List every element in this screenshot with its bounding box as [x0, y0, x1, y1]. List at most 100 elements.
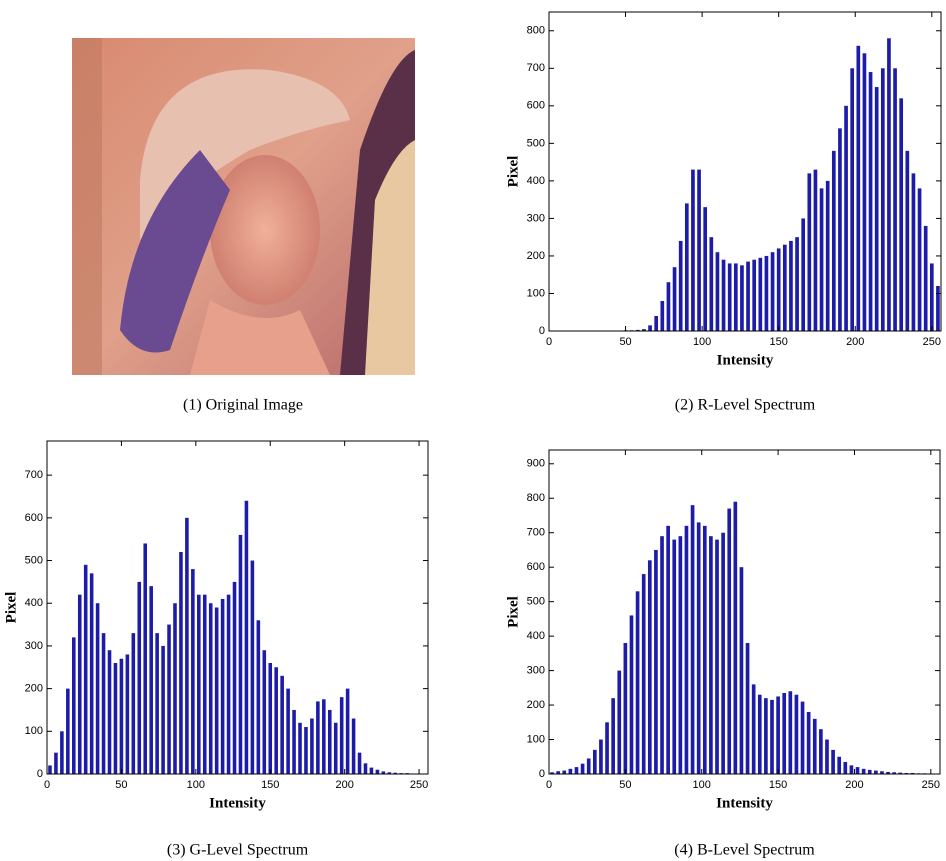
bar: [874, 770, 878, 774]
bar: [812, 718, 817, 774]
y-tick-label: 500: [527, 137, 545, 149]
bar: [770, 699, 774, 774]
bar: [605, 722, 609, 774]
bar: [709, 237, 714, 331]
bar: [550, 772, 554, 774]
x-tick-label: 100: [693, 779, 711, 791]
y-tick-label: 0: [37, 768, 43, 780]
bar: [185, 517, 189, 774]
bar: [801, 218, 806, 331]
chart-caption: (3) G-Level Spectrum: [167, 842, 309, 859]
x-tick-label: 200: [846, 336, 864, 348]
bar: [887, 38, 891, 331]
bar: [917, 188, 922, 331]
histogram: 0 50 100 150 200 250 0 100 200 300 400 500 600 700 Int…: [3, 440, 429, 859]
bar: [776, 248, 781, 331]
bar: [369, 767, 374, 774]
bar: [113, 663, 118, 774]
bar: [923, 225, 928, 331]
x-axis-label: Intensity: [717, 352, 774, 368]
bar: [733, 263, 738, 331]
bar: [684, 525, 689, 774]
bar: [800, 701, 805, 774]
x-tick-label: 0: [44, 779, 50, 791]
bar: [855, 767, 860, 774]
bar: [167, 624, 171, 774]
bar: [849, 765, 854, 774]
histogram: 0 50 100 150 200 250 0 100 200 300 400 500 600 700 800…: [505, 11, 942, 414]
y-tick-label: 400: [527, 630, 545, 642]
bar: [703, 207, 708, 331]
bar: [339, 697, 344, 774]
bar: [95, 603, 100, 774]
x-tick-label: 150: [769, 779, 787, 791]
bar: [580, 763, 585, 774]
bar: [795, 237, 799, 331]
bar: [825, 739, 829, 774]
axes-box: [548, 449, 941, 775]
bar: [83, 564, 88, 774]
bar: [660, 536, 664, 774]
bar: [856, 45, 861, 332]
y-tick-label: 600: [527, 100, 545, 112]
bar: [60, 731, 64, 774]
y-tick-label: 800: [527, 492, 545, 504]
bar: [304, 727, 308, 774]
bar: [838, 128, 842, 331]
bar: [770, 252, 775, 331]
y-tick-label: 100: [527, 733, 545, 745]
bar: [161, 645, 165, 774]
bar: [125, 654, 130, 774]
bar: [202, 594, 207, 774]
bar: [831, 150, 836, 331]
bar: [862, 53, 867, 332]
y-tick-label: 600: [527, 561, 545, 573]
x-tick-label: 250: [923, 336, 941, 348]
bar: [635, 591, 640, 774]
bar: [911, 173, 916, 331]
y-tick-label: 900: [527, 458, 545, 470]
bar: [819, 729, 823, 774]
y-tick-label: 200: [25, 683, 43, 695]
y-tick-label: 300: [527, 212, 545, 224]
bar: [715, 252, 720, 331]
bar: [666, 525, 670, 774]
bar: [758, 257, 763, 331]
y-tick-label: 100: [527, 287, 545, 299]
y-tick-label: 700: [25, 469, 43, 481]
y-tick-label: 300: [25, 640, 43, 652]
bar: [843, 761, 848, 774]
x-tick-label: 200: [845, 779, 863, 791]
bar: [764, 698, 768, 774]
y-tick-label: 400: [25, 597, 43, 609]
bar: [238, 534, 243, 774]
y-tick-label: 100: [25, 725, 43, 737]
bar: [298, 722, 302, 774]
original-image: [72, 38, 415, 375]
bar: [72, 637, 76, 774]
bar: [654, 549, 658, 774]
y-tick-label: 200: [527, 250, 545, 262]
bar: [143, 543, 148, 774]
bar: [721, 259, 726, 331]
bar: [874, 87, 879, 331]
bar: [173, 603, 177, 774]
bar: [387, 772, 392, 774]
bar: [702, 525, 707, 774]
axes-box: [548, 11, 942, 332]
bar: [825, 180, 830, 331]
bar: [381, 771, 386, 774]
bar: [709, 536, 713, 774]
bar: [788, 691, 793, 774]
bar: [936, 285, 940, 331]
bar: [904, 772, 909, 774]
bar: [861, 768, 866, 774]
bar: [880, 68, 885, 331]
bar: [256, 620, 261, 774]
bar: [789, 240, 793, 331]
bar: [592, 749, 597, 774]
y-tick-label: 400: [527, 175, 545, 187]
bar: [654, 315, 659, 331]
bar: [562, 770, 567, 774]
